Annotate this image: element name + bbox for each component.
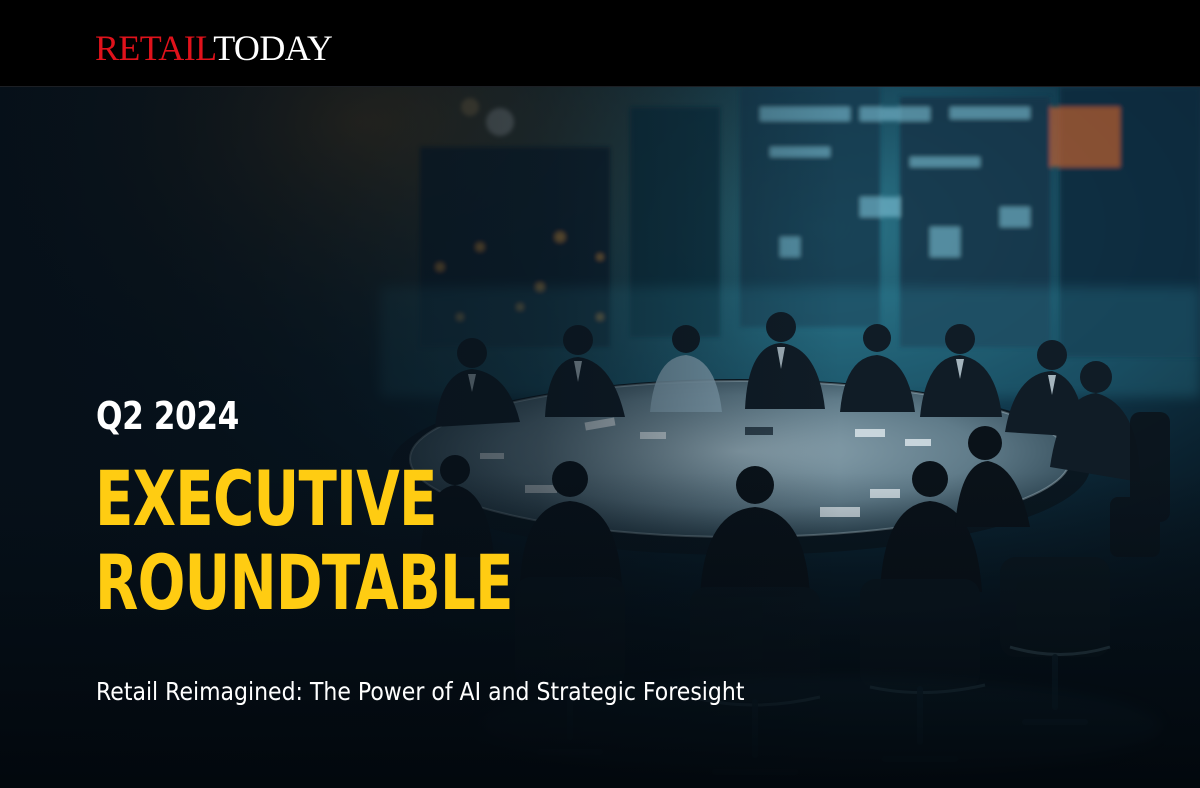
boardroom-background-image bbox=[0, 87, 1200, 788]
top-bar: RETAILTODAY bbox=[0, 0, 1200, 87]
logo-text-retail: RETAIL bbox=[95, 28, 214, 68]
headline: EXECUTIVE ROUNDTABLE bbox=[95, 454, 514, 627]
subtitle: Retail Reimagined: The Power of AI and S… bbox=[96, 677, 745, 706]
headline-line-1: EXECUTIVE bbox=[95, 454, 437, 543]
period-label: Q2 2024 bbox=[96, 394, 239, 438]
logo-text-today: TODAY bbox=[213, 28, 333, 68]
retail-today-logo[interactable]: RETAILTODAY bbox=[95, 28, 333, 68]
headline-line-2: ROUNDTABLE bbox=[95, 538, 514, 627]
hero-banner: Q2 2024 EXECUTIVE ROUNDTABLE Retail Reim… bbox=[0, 87, 1200, 788]
